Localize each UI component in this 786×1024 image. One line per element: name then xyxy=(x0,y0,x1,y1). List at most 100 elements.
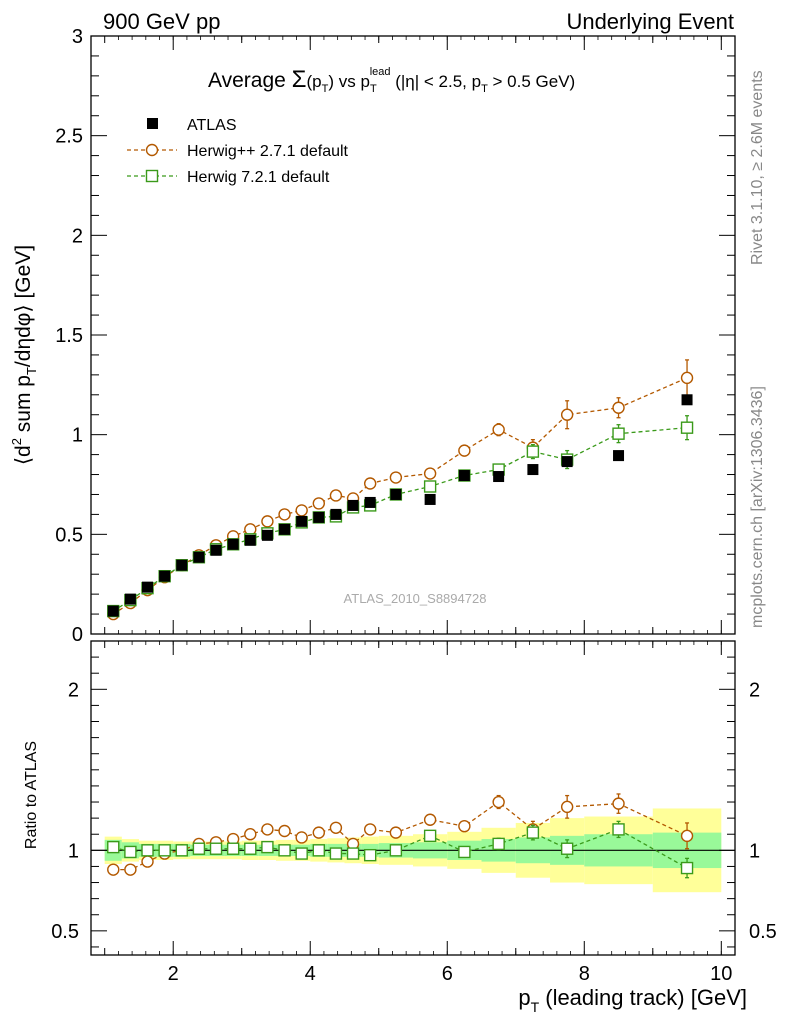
ratio-herwig7-point xyxy=(295,847,308,860)
y-tick-label: 1 xyxy=(72,425,83,447)
x-tick-label: 6 xyxy=(442,963,453,985)
atlas-point xyxy=(424,493,436,505)
y-tick-label: 2 xyxy=(72,225,83,247)
ratio-herwigpp-point xyxy=(244,828,257,841)
herwig7-point xyxy=(526,445,540,458)
y-tick-label: 0.5 xyxy=(55,524,83,546)
ratio-herwig7-point xyxy=(192,842,206,855)
herwig7-line xyxy=(112,427,688,612)
ratio-herwig7-point xyxy=(141,844,154,857)
atlas-point xyxy=(527,464,539,476)
atlas-point xyxy=(681,394,693,406)
x-tick-label: 8 xyxy=(579,963,590,985)
herwigpp-point xyxy=(261,515,274,528)
ratio-herwigpp-point xyxy=(261,823,274,836)
ratio-herwigpp-point xyxy=(124,863,137,876)
legend-marker-atlas xyxy=(147,118,158,129)
ratio-herwig7-point xyxy=(458,845,471,859)
ratio-y-tick-label: 1 xyxy=(68,840,79,862)
main-title: Average Σ(pT) vs pTlead (|η| < 2.5, pT >… xyxy=(208,66,575,95)
ratio-herwig7-point xyxy=(261,840,274,854)
ratio-herwig7-point xyxy=(492,837,505,851)
herwig7-point xyxy=(680,421,694,434)
ratio-y-tick-label-right: 2 xyxy=(749,679,760,701)
herwigpp-point xyxy=(389,471,403,484)
y-tick-label: 0 xyxy=(72,624,83,646)
ratio-herwigpp-point xyxy=(423,813,437,826)
ratio-herwigpp-point xyxy=(312,826,325,839)
atlas-point xyxy=(210,544,222,556)
ratio-herwig7-point xyxy=(107,840,120,854)
ratio-herwig7-point xyxy=(226,842,240,855)
ratio-axis-label: Ratio to ATLAS xyxy=(23,741,40,849)
herwigpp-point xyxy=(278,508,291,521)
atlas-point xyxy=(364,496,376,508)
legend-label-herwig7: Herwig 7.2.1 default xyxy=(187,169,330,186)
y-axis-label: ⟨d2 sum pT/dηdφ⟩ [GeV] xyxy=(9,245,39,465)
ratio-herwig7-point xyxy=(526,826,540,839)
ratio-herwigpp-point xyxy=(278,824,291,838)
header-left: 900 GeV pp xyxy=(103,9,220,34)
atlas-point xyxy=(244,534,256,546)
ratio-herwig7-point xyxy=(560,842,574,855)
x-tick-label: 10 xyxy=(710,963,732,985)
herwigpp-point xyxy=(612,401,625,414)
analysis-watermark: ATLAS_2010_S8894728 xyxy=(344,591,487,606)
x-tick-label: 4 xyxy=(305,963,316,985)
atlas-point xyxy=(124,593,136,605)
ratio-herwigpp-point xyxy=(389,826,403,839)
atlas-point xyxy=(193,551,205,563)
ratio-herwigpp-point xyxy=(329,821,343,834)
ratio-herwigpp-point xyxy=(680,829,694,843)
atlas-point xyxy=(261,529,273,541)
ratio-y-tick-label-right: 1 xyxy=(749,840,760,862)
ratio-herwigpp-point xyxy=(295,831,308,844)
ratio-herwigpp-point xyxy=(458,819,471,833)
ratio-herwig7-point xyxy=(363,848,377,862)
herwigpp-point xyxy=(680,371,694,385)
atlas-point xyxy=(227,538,239,550)
atlas-point xyxy=(330,508,342,520)
ratio-y-tick-label-right: 0.5 xyxy=(749,921,777,943)
ratio-herwig7-point xyxy=(612,823,625,836)
ratio-herwig7-point xyxy=(124,845,137,859)
main-plot-area xyxy=(107,359,694,621)
ratio-herwig7-point xyxy=(175,844,188,857)
herwigpp-point xyxy=(492,423,505,436)
header-right: Underlying Event xyxy=(566,9,734,34)
legend-label-herwigpp: Herwig++ 2.7.1 default xyxy=(187,143,349,160)
ratio-herwig7-point xyxy=(209,842,223,855)
herwig7-point xyxy=(423,480,437,493)
ratio-plot-area xyxy=(91,793,735,893)
atlas-point xyxy=(107,605,119,617)
atlas-point xyxy=(613,450,625,462)
herwigpp-point xyxy=(295,504,308,517)
ratio-herwigpp-line xyxy=(113,801,688,871)
atlas-point xyxy=(458,470,470,482)
ratio-herwig7-point xyxy=(312,844,325,857)
ratio-herwigpp-point xyxy=(107,863,120,876)
atlas-point xyxy=(493,471,505,483)
ratio-herwig7-point xyxy=(158,844,171,857)
ratio-frame xyxy=(90,640,736,956)
herwigpp-point xyxy=(329,489,343,502)
herwigpp-point xyxy=(458,444,471,457)
ratio-herwigpp-point xyxy=(492,795,505,809)
atlas-point xyxy=(279,523,291,535)
ratio-herwig7-point xyxy=(329,847,343,860)
legend-marker-herwigpp xyxy=(145,143,159,157)
atlas-point xyxy=(159,570,171,582)
ratio-herwig7-point xyxy=(389,844,403,857)
ratio-herwigpp-point xyxy=(363,823,377,836)
y-tick-label: 1.5 xyxy=(55,325,83,347)
ratio-herwig7-point xyxy=(423,829,437,843)
ratio-herwigpp-point xyxy=(560,800,574,814)
ratio-herwig7-point xyxy=(680,861,694,875)
legend: ATLAS Herwig++ 2.7.1 default Herwig 7.2.… xyxy=(127,117,349,186)
atlas-point xyxy=(561,456,573,468)
plot-frames: 2 4 6 8 10 0 0.5 1 1.5 2 2.5 3 0.5 0.5 1 1 2 2 xyxy=(51,26,777,985)
herwigpp-point xyxy=(423,467,437,480)
ratio-herwig7-point xyxy=(278,844,291,857)
atlas-point xyxy=(347,499,359,511)
